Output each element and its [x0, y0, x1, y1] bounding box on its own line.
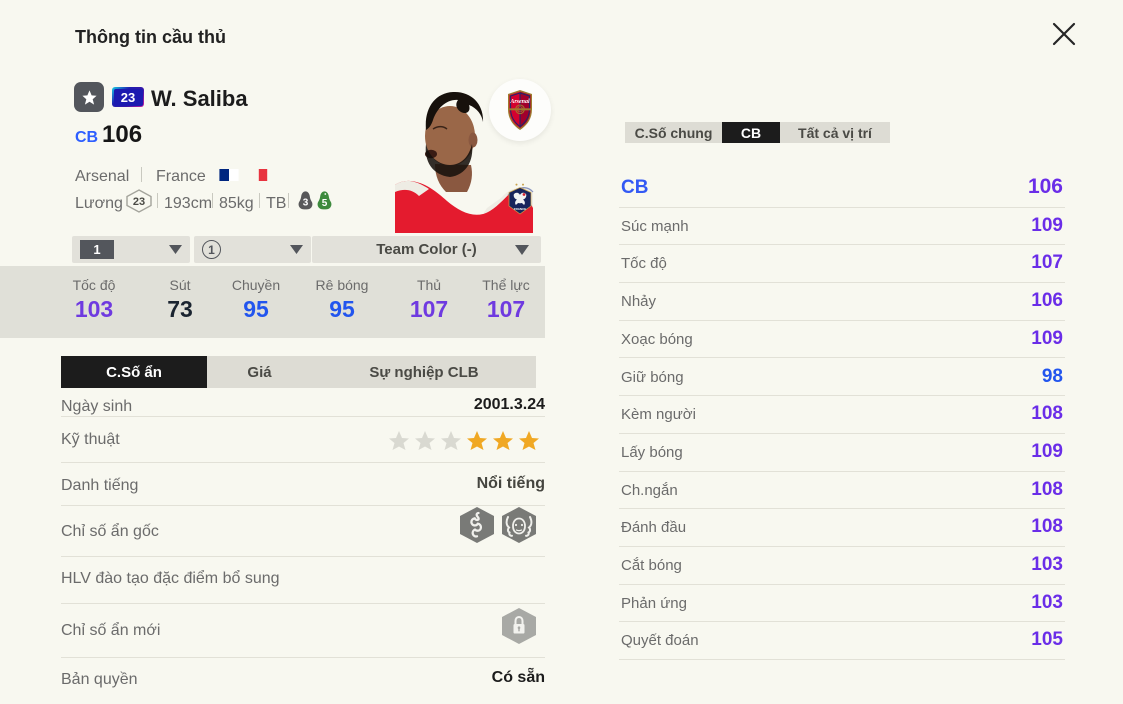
- svg-text:3: 3: [303, 198, 309, 209]
- svg-text:5: 5: [322, 198, 328, 209]
- svg-text:FRANCE: FRANCE: [514, 207, 527, 211]
- svg-text:23: 23: [133, 196, 145, 208]
